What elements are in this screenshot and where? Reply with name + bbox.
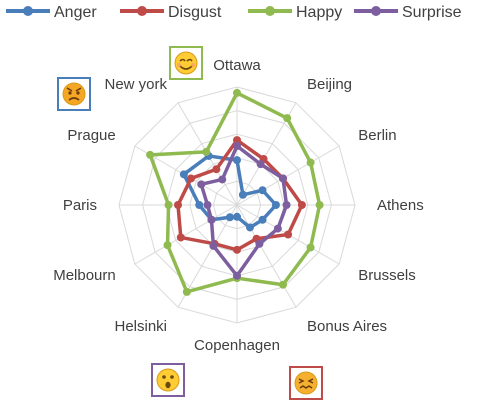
eye [68,91,72,95]
legend-marker [137,6,147,16]
category-label-berlin: Berlin [358,127,396,144]
mouth [179,65,193,70]
series-anger [179,151,280,232]
angry-face-icon [57,77,91,111]
data-point-surprise-ottawa [233,142,241,150]
data-point-surprise-prague [197,180,206,189]
data-point-disgust-paris [174,201,182,209]
category-label-paris: Paris [63,197,97,214]
legend-item-disgust: Disgust [120,4,222,21]
series-layer [146,88,324,296]
face-circle [156,368,180,392]
blush [191,63,195,67]
data-point-surprise-bonus-aires [255,239,264,248]
category-label-helsinki: Helsinki [114,318,167,335]
data-point-anger-bonus-aires [245,223,254,232]
data-point-anger-paris [195,201,204,209]
data-point-happy-beijing [283,114,292,123]
legend-label: Anger [54,4,97,21]
grid-spoke [236,204,297,308]
legend-label: Disgust [168,4,222,21]
disgusted-face-icon [289,366,323,400]
data-point-anger-ottawa [233,156,241,165]
face-circle [62,82,86,106]
data-point-happy-paris [164,201,173,209]
surprised-face-icon [151,363,185,397]
category-label-bonus-aires: Bonus Aires [307,318,387,335]
category-labels: Ottawa Beijing Berlin Athens Brussels Bonus A… [53,57,423,354]
data-point-disgust-ottawa [233,136,241,145]
category-label-prague: Prague [67,127,115,144]
category-label-ottawa: Ottawa [213,57,261,74]
data-point-surprise-athens [282,201,291,209]
legend-label: Happy [296,4,342,21]
data-point-anger-athens [271,201,280,209]
data-point-happy-berlin [306,158,315,167]
grid-spoke [134,204,238,265]
legend-marker [265,6,275,16]
category-label-new-york: New york [104,76,167,93]
brow [66,87,82,92]
eye [76,91,80,95]
data-point-disgust-prague [187,174,196,183]
data-point-disgust-brussels [284,230,293,239]
legend-marker [23,6,33,16]
data-point-anger-brussels [258,215,267,224]
data-point-happy-melbourn [163,241,172,250]
legend-marker [371,6,381,16]
series-happy [146,88,324,296]
legend-item-surprise: Surprise [354,4,462,21]
data-point-surprise-berlin [278,174,287,183]
category-label-athens: Athens [377,197,424,214]
data-point-anger-beijing [238,190,247,199]
mouth [68,97,80,101]
data-point-surprise-helsinki [209,241,218,250]
data-point-happy-new-york [202,147,211,156]
data-point-happy-athens [315,201,324,209]
eye [179,58,186,62]
grid-spoke [236,145,340,206]
legend-item-happy: Happy [248,4,342,21]
data-point-disgust-athens [297,201,306,209]
category-label-brussels: Brussels [358,267,416,284]
data-point-disgust-copenhagen [233,245,241,254]
data-point-surprise-new-york [218,175,227,184]
data-point-surprise-beijing [256,160,265,169]
data-point-happy-ottawa [233,88,241,97]
face-circle [294,371,318,395]
smiling-face-icon [169,46,203,80]
emoji-tags [57,46,323,400]
data-point-happy-bonus-aires [279,280,288,289]
category-label-beijing: Beijing [307,76,352,93]
data-point-anger-helsinki [225,213,234,222]
legend-label: Surprise [402,4,462,21]
data-point-happy-brussels [306,243,315,252]
blush [177,63,181,67]
data-point-disgust-new-york [212,165,221,174]
mouth [299,385,313,389]
data-point-disgust-melbourn [176,233,185,242]
face-circle [174,51,198,75]
data-point-anger-prague [179,170,188,179]
data-point-surprise-copenhagen [233,271,241,280]
legend-item-anger: Anger [6,4,97,21]
eye [170,375,174,379]
data-point-anger-berlin [258,186,267,195]
category-label-copenhagen: Copenhagen [194,337,280,354]
eye [162,375,166,379]
data-point-surprise-paris [203,201,212,209]
category-label-melbourn: Melbourn [53,267,116,284]
mouth [165,381,171,389]
series-surprise [197,142,291,280]
data-point-surprise-brussels [273,224,282,233]
data-point-surprise-melbourn [207,215,216,224]
legend: Anger Disgust Happy Surprise [6,4,462,21]
data-point-happy-prague [146,150,155,159]
data-point-happy-helsinki [182,287,191,296]
eye [186,58,193,62]
eye [298,378,314,384]
data-point-anger-copenhagen [233,212,241,221]
